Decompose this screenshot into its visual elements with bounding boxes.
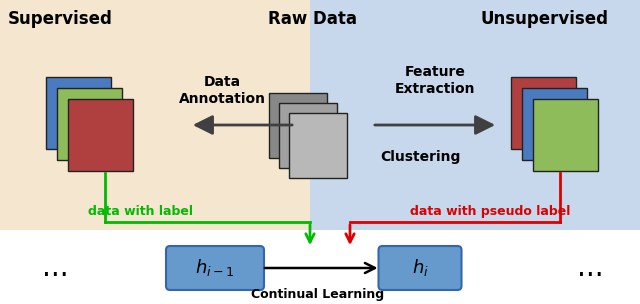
Text: Raw Data: Raw Data (268, 10, 357, 28)
Bar (279, 102, 337, 168)
Bar (532, 99, 598, 171)
FancyBboxPatch shape (378, 246, 461, 290)
Text: Feature
Extraction: Feature Extraction (395, 65, 476, 96)
Text: $h_{i-1}$: $h_{i-1}$ (195, 257, 235, 278)
Text: $h_i$: $h_i$ (412, 257, 428, 278)
Text: Clustering: Clustering (380, 150, 460, 164)
Bar (0, 230, 640, 304)
Bar (522, 88, 586, 160)
Bar (511, 77, 575, 149)
Bar (56, 88, 122, 160)
Bar (289, 112, 347, 178)
Text: Supervised: Supervised (8, 10, 113, 28)
Text: Data
Annotation: Data Annotation (179, 75, 266, 106)
Bar (310, 0, 640, 230)
Text: ...: ... (577, 254, 604, 282)
Bar (269, 92, 327, 157)
Text: data with pseudo label: data with pseudo label (410, 205, 570, 218)
Bar (67, 99, 132, 171)
Text: ...: ... (42, 254, 68, 282)
Text: data with label: data with label (88, 205, 193, 218)
FancyBboxPatch shape (166, 246, 264, 290)
Bar (45, 77, 111, 149)
Text: Unsupervised: Unsupervised (480, 10, 608, 28)
Bar (0, 0, 310, 230)
Text: Continual Learning: Continual Learning (251, 288, 384, 301)
